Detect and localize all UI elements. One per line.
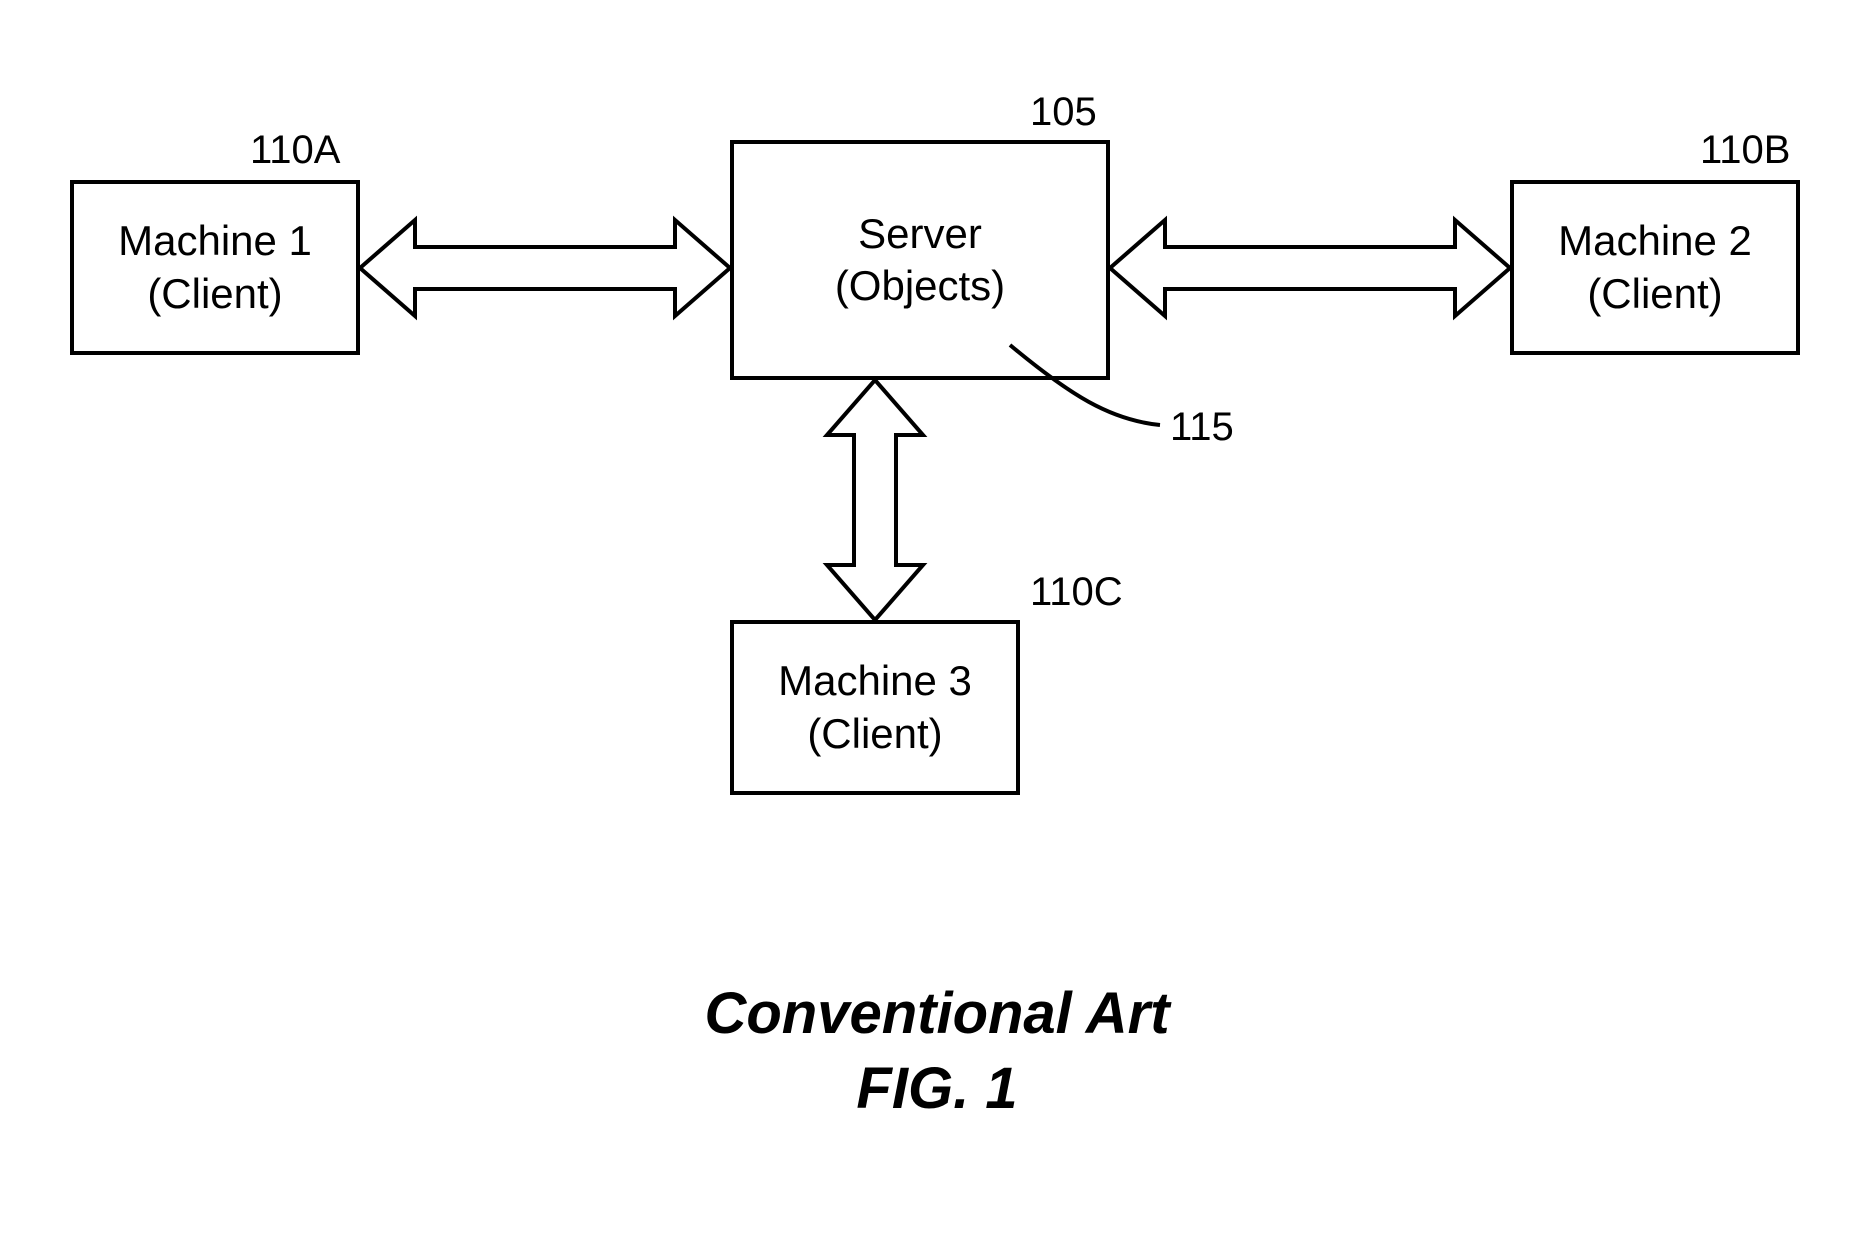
ref-objects-115: 115: [1170, 405, 1234, 450]
pointer-115: [0, 0, 1874, 1236]
fig-label: FIG. 1: [0, 1055, 1874, 1122]
diagram-canvas: Server (Objects) 105 Machine 1 (Client) …: [0, 0, 1874, 1236]
caption-conventional-art: Conventional Art: [0, 980, 1874, 1047]
